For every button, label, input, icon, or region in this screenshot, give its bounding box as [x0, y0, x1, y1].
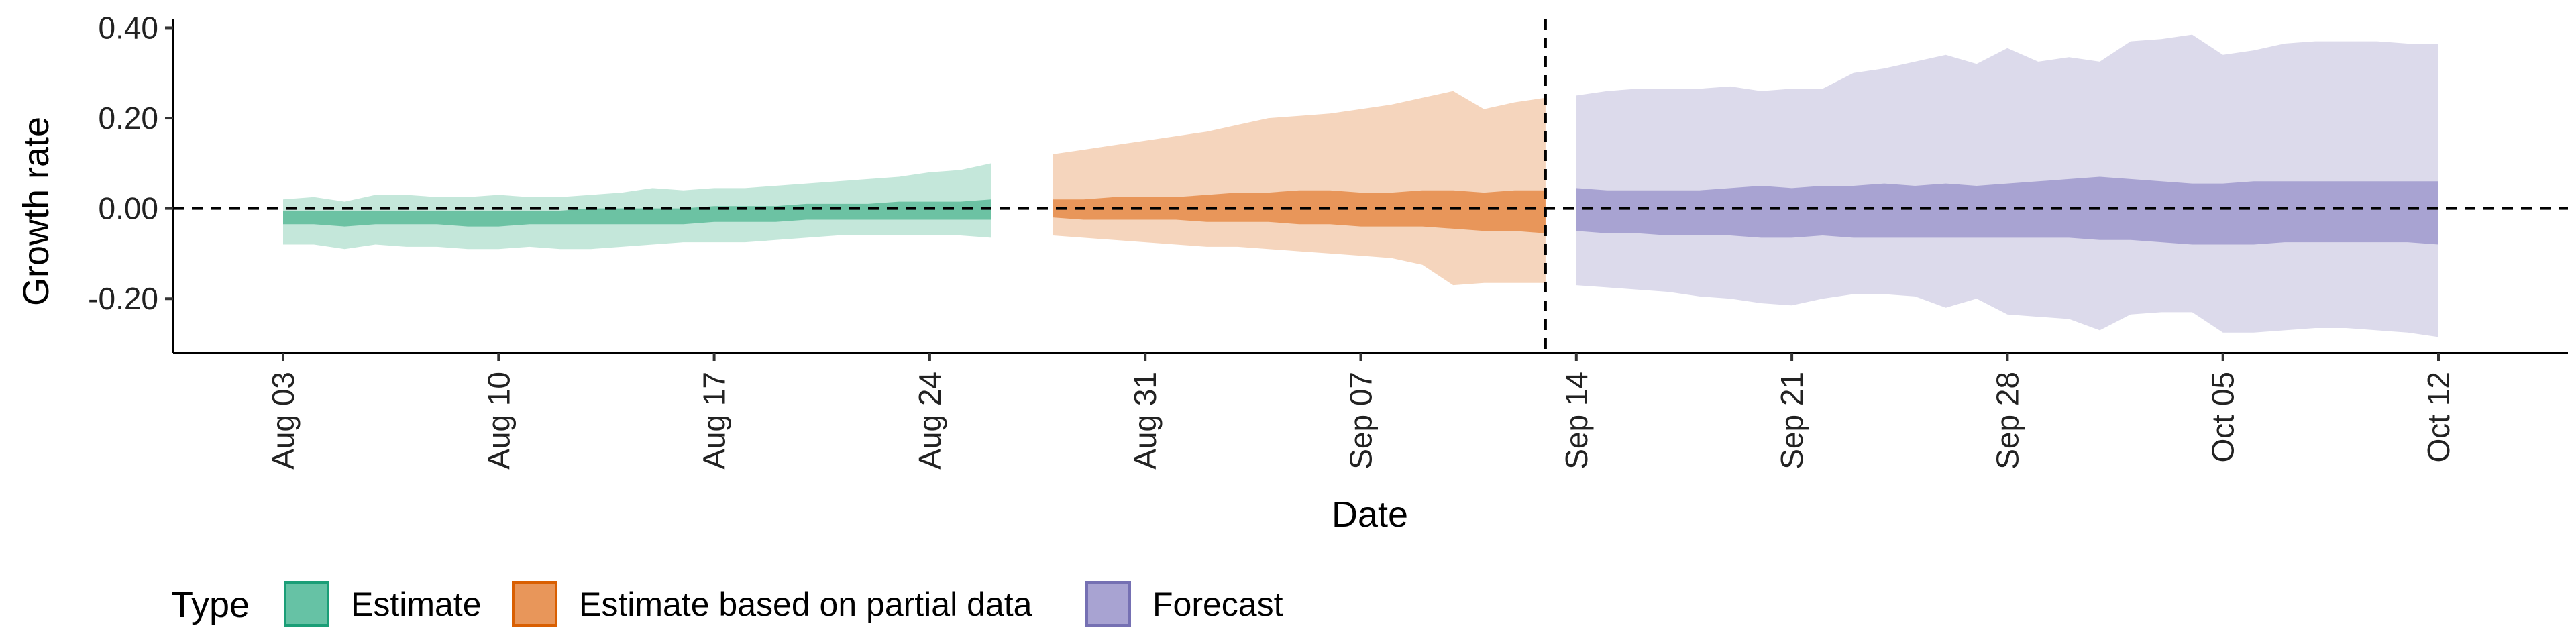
- estimate-outer-band: [283, 163, 991, 250]
- y-axis-title: Growth rate: [16, 117, 56, 306]
- x-tick-label: Aug 24: [912, 372, 947, 470]
- x-tick-label: Sep 07: [1344, 372, 1379, 470]
- legend-label-estimate-based-on-partial-data: Estimate based on partial data: [579, 586, 1032, 623]
- y-tick-label: 0.40: [98, 10, 158, 45]
- y-tick-label: 0.00: [98, 191, 158, 226]
- legend: Type Estimate Estimate based on partial d…: [171, 581, 1283, 627]
- series-layer: [283, 34, 2438, 337]
- x-tick-label: Oct 05: [2206, 372, 2241, 463]
- estimate-based-on-partial-data-outer-band: [1053, 91, 1546, 286]
- x-tick-label: Aug 10: [481, 372, 516, 470]
- y-tick-label: -0.20: [88, 281, 158, 316]
- x-tick-label: Aug 17: [697, 372, 732, 470]
- legend-key-estimate: [284, 581, 329, 627]
- x-tick-label: Sep 28: [1990, 372, 2025, 470]
- legend-label-estimate: Estimate: [351, 586, 482, 623]
- x-tick-label: Sep 14: [1559, 372, 1594, 470]
- forecast-inner-band: [1576, 176, 2438, 245]
- estimate-inner-band: [283, 199, 991, 227]
- x-tick-label: Oct 12: [2421, 372, 2456, 463]
- axes: 0.40 0.20 0.00 -0.20 Aug 03 Aug 10 Aug 17 Aug 2…: [88, 10, 2568, 470]
- x-tick-label: Aug 03: [266, 372, 301, 470]
- x-axis-title: Date: [1332, 494, 1408, 535]
- y-tick-label: 0.20: [98, 101, 158, 136]
- legend-label-forecast: Forecast: [1152, 586, 1283, 623]
- legend-key-forecast: [1085, 581, 1131, 627]
- estimate-based-on-partial-data-inner-band: [1053, 190, 1546, 233]
- legend-key-estimate-based-on-partial-data: [512, 581, 557, 627]
- legend-title: Type: [171, 585, 250, 625]
- x-tick-label: Aug 31: [1128, 372, 1163, 470]
- reference-lines: [173, 19, 2568, 353]
- x-tick-label: Sep 21: [1774, 372, 1809, 470]
